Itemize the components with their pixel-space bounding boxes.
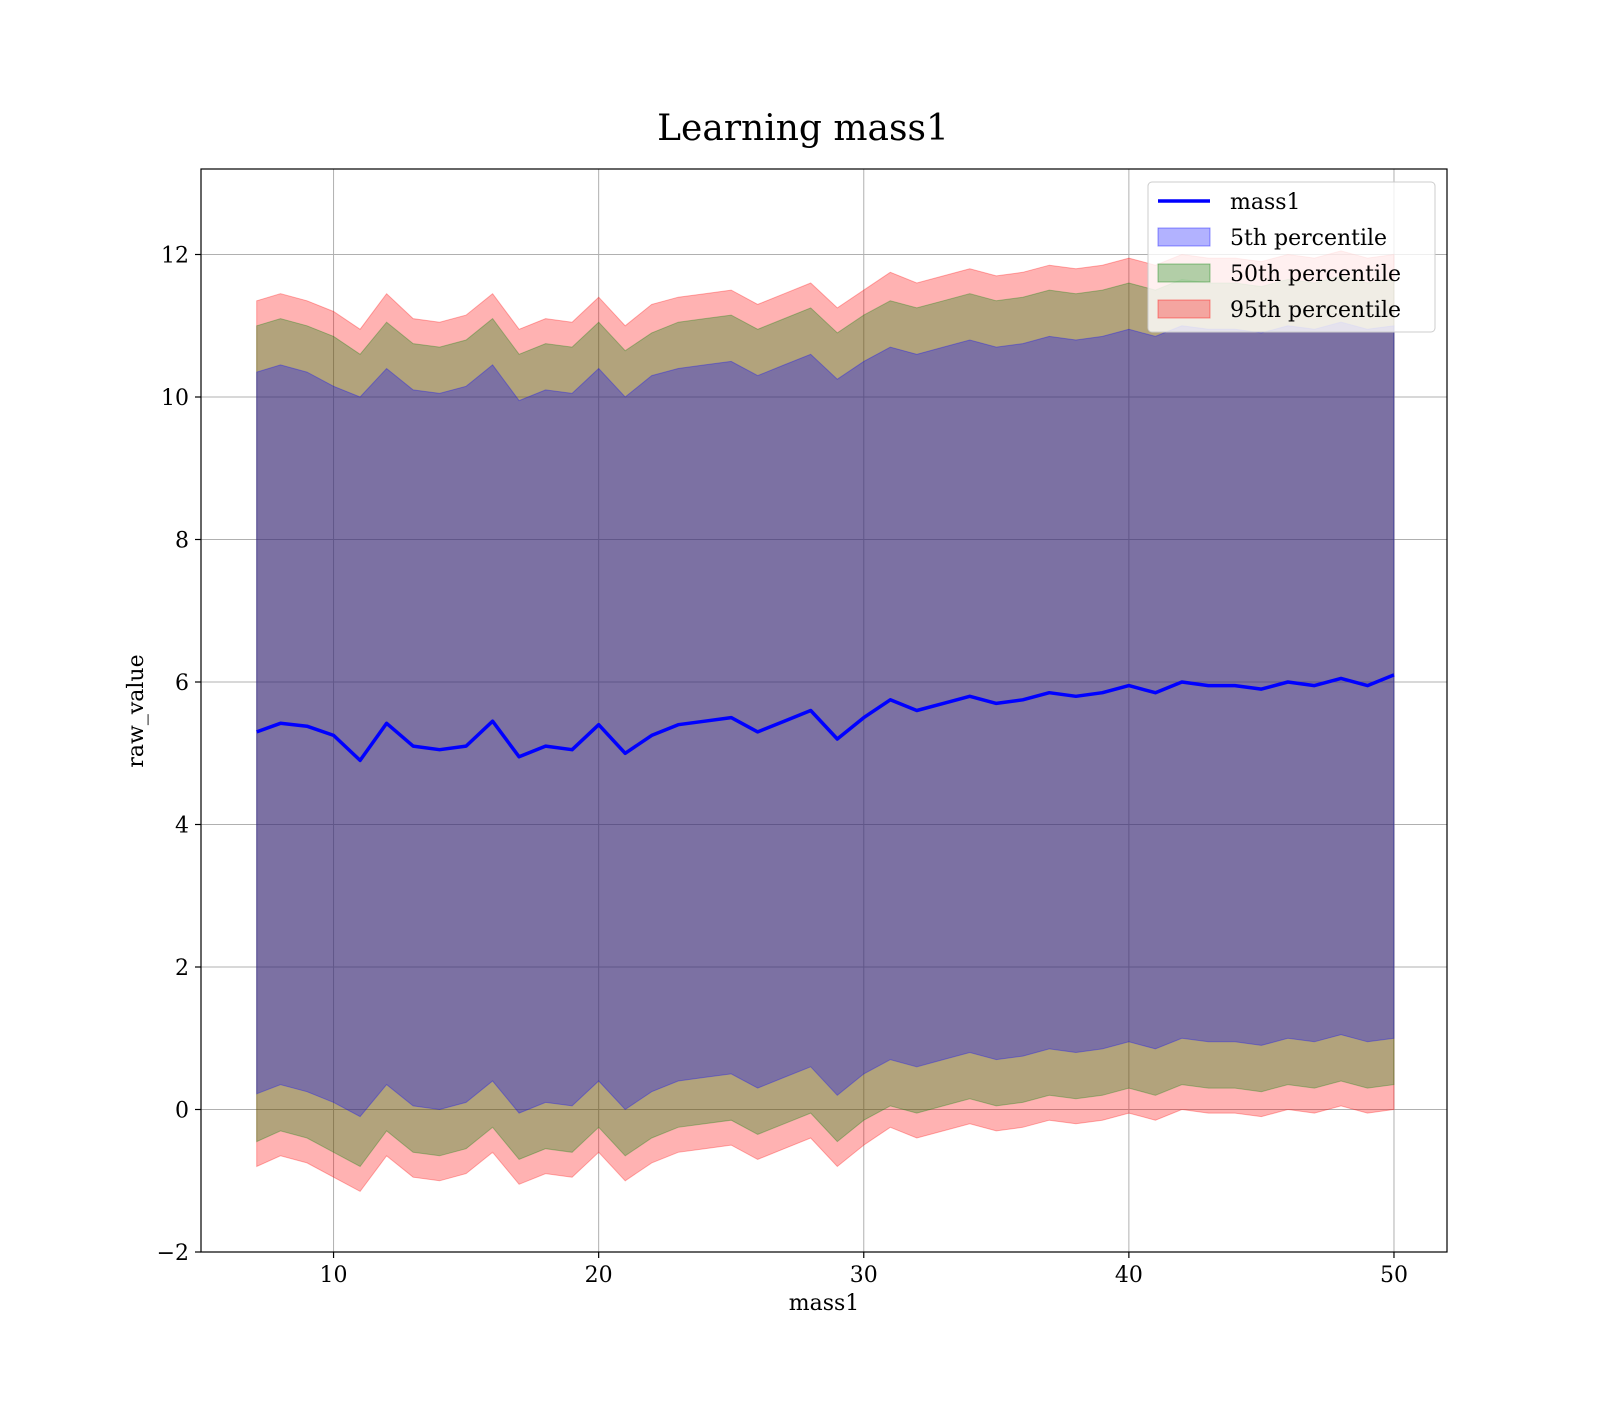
tick-layer: 10 20 30 40 50 −2 0 2 4 6 8 10 12 [157, 244, 1408, 1289]
legend-label-2: 50th percentile [1230, 262, 1401, 287]
band-layer [256, 250, 1395, 1193]
legend-label-0: mass1 [1230, 190, 1301, 215]
y-tick-label-0: −2 [157, 1241, 189, 1266]
plot-frame [200, 168, 1448, 1253]
series-line-mass1 [256, 673, 1395, 763]
legend-swatch-2 [1157, 263, 1211, 283]
x-tick-label-3: 40 [1115, 1263, 1143, 1288]
y-tick-label-2: 2 [175, 956, 189, 981]
legend-box [1147, 181, 1436, 333]
x-tick-label-1: 20 [585, 1263, 613, 1288]
x-tick-label-0: 10 [320, 1263, 348, 1288]
legend: mass1 5th percentile 50th percentile 95th p… [1147, 181, 1436, 333]
chart-title: Learning mass1 [657, 108, 949, 149]
line-layer [256, 673, 1395, 763]
band-95th-percentile [256, 250, 1395, 1193]
legend-label-1: 5th percentile [1230, 226, 1387, 251]
y-axis-label: raw_value [124, 654, 149, 767]
x-tick-label-4: 50 [1380, 1263, 1408, 1288]
legend-label-3: 95th percentile [1230, 298, 1401, 323]
y-tick-label-1: 0 [175, 1099, 189, 1124]
y-tick-label-3: 4 [175, 814, 189, 839]
x-tick-label-2: 30 [850, 1263, 878, 1288]
legend-swatch-1 [1157, 227, 1211, 247]
y-tick-label-5: 8 [175, 529, 189, 554]
legend-swatch-3 [1157, 299, 1211, 319]
band-5th-percentile [256, 321, 1395, 1118]
band-50th-percentile [256, 275, 1395, 1168]
y-tick-label-7: 12 [161, 244, 189, 269]
y-tick-label-6: 10 [161, 386, 189, 411]
x-axis-label: mass1 [789, 1291, 860, 1316]
y-tick-label-4: 6 [175, 671, 189, 696]
